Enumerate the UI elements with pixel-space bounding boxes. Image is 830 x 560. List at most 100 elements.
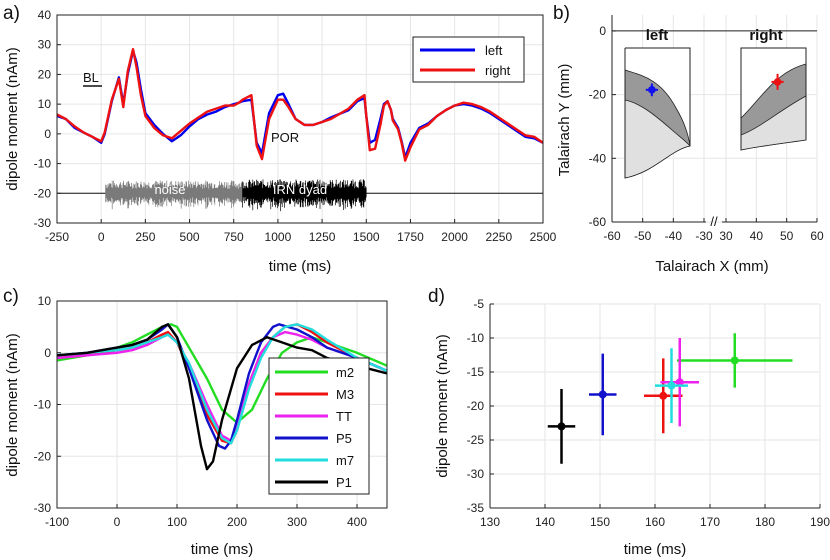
panel-b-ytick-label: -20 <box>589 88 607 102</box>
panel-b-chart: 0 -20 -40 -60-60 -50 -40 -30 30 40 50 60 // left r… <box>556 15 824 275</box>
panel-d-xtick-label: 140 <box>535 515 555 529</box>
panel-d-xlabel: time (ms) <box>624 541 687 558</box>
baseline-label: BL <box>83 70 99 85</box>
point-m2-marker <box>730 356 739 365</box>
series-TT-line <box>56 330 388 442</box>
panel-a-xtick-label: 1500 <box>353 230 380 244</box>
panel-a-ylabel: dipole moment (nAm) <box>4 47 21 190</box>
panel-b-ytick-label: -40 <box>589 151 607 165</box>
panel-c-ytick-label: -10 <box>34 398 52 412</box>
left-hemisphere-title: left <box>646 27 669 44</box>
panel-b-xlabel: Talairach X (mm) <box>655 258 768 275</box>
dipole-left-point <box>648 86 656 94</box>
dipole-right-point <box>773 78 782 86</box>
panel-a-xtick-label: 2000 <box>441 230 468 244</box>
panel-c-xlabel: time (ms) <box>191 541 254 558</box>
panel-d-ytick-label: -15 <box>467 365 485 379</box>
panel-a-xtick-label: 1000 <box>265 230 292 244</box>
panel-b-ytick-label: 0 <box>599 24 606 38</box>
panel-c-xtick-label: 400 <box>347 515 367 529</box>
panel-d-xtick-label: 180 <box>755 515 775 529</box>
panel-a-xtick-label: 2500 <box>530 230 557 244</box>
legend-label-m7: m7 <box>336 453 354 468</box>
panel-c-legend-box <box>268 357 370 495</box>
panel-d-xtick-label: 190 <box>810 515 830 529</box>
panel-a-legend-box <box>412 36 525 83</box>
panel-b-ytick-label: -60 <box>589 215 607 229</box>
legend-label-m2: m2 <box>336 365 354 380</box>
panel-d-xtick-label: 160 <box>645 515 665 529</box>
panel-a-xtick-label: 250 <box>135 230 155 244</box>
panel-a-xtick-label: 1250 <box>309 230 336 244</box>
point-m7-marker <box>667 381 676 390</box>
series-m7-line <box>56 323 388 445</box>
panel-a-xtick-label: 750 <box>224 230 244 244</box>
panel-a-ytick-label: 0 <box>44 127 51 141</box>
panel-c-legend: m2 M3 TT P5 m7 P1 <box>268 357 370 495</box>
panel-a-xtick-label: 0 <box>98 230 105 244</box>
panel-c-ylabel: dipole moment (nAm) <box>4 333 21 476</box>
legend-label-P1: P1 <box>336 475 352 490</box>
panel-c-xtick-label: 300 <box>287 515 307 529</box>
panel-d-ytick-label: -30 <box>467 467 485 481</box>
panel-a-ytick-label: -30 <box>34 216 52 230</box>
panel-d-label: d) <box>428 286 445 307</box>
panel-b-xtick-label: 30 <box>719 229 733 243</box>
axis-break-symbol: // <box>710 214 718 229</box>
panel-c-xtick-label: -100 <box>45 515 69 529</box>
panel-a-legend: left right <box>412 36 525 83</box>
panel-a-ytick-label: -20 <box>34 186 52 200</box>
panel-b-xtick-label: -60 <box>603 229 621 243</box>
panel-a-xtick-label: 2250 <box>485 230 512 244</box>
panel-c-ytick-label: 0 <box>44 346 51 360</box>
left-region-outline <box>624 47 691 178</box>
point-P1-marker <box>557 422 566 431</box>
point-P5-marker <box>598 390 607 399</box>
legend-label-M3: M3 <box>336 387 354 402</box>
panel-c-xtick-label: 100 <box>167 515 187 529</box>
panel-b-ticks: 0 -20 -40 -60-60 -50 -40 -30 30 40 50 60 <box>589 24 824 243</box>
series-P1-line <box>56 323 388 471</box>
panel-d-chart: 130 140 150 160 170 180 190 -35 -30 -25 -20 -15 -10 -… <box>434 297 830 558</box>
panel-d-xtick-label: 170 <box>700 515 720 529</box>
panel-b-xtick-label: -50 <box>634 229 652 243</box>
panel-d-ytick-label: -10 <box>467 331 485 345</box>
panel-a-xtick-label: 1750 <box>397 230 424 244</box>
panel-d-ytick-label: -25 <box>467 433 485 447</box>
por-label: POR <box>271 130 299 145</box>
panel-b-xtick-label: 50 <box>780 229 794 243</box>
legend-label-P5: P5 <box>336 431 352 446</box>
left-region-upper <box>625 48 690 146</box>
panel-a-frame <box>56 14 544 224</box>
left-region-light <box>624 99 691 179</box>
panel-d-points <box>547 333 793 464</box>
panel-a-series <box>56 48 544 162</box>
panel-c-ytick-label: -20 <box>34 449 52 463</box>
panel-b-label: b) <box>553 3 570 24</box>
panel-a-ytick-label: -10 <box>34 157 52 171</box>
irn-dyad-label: IRN dyad <box>273 182 327 197</box>
panel-a-ytick-label: 40 <box>38 8 52 22</box>
right-hemisphere-title: right <box>749 27 782 44</box>
panel-d-ytick-label: -5 <box>473 297 484 311</box>
panel-a-xlabel: time (ms) <box>269 258 332 275</box>
panel-a-ytick-label: 20 <box>38 67 52 81</box>
panel-b-xtick-label: -30 <box>695 229 713 243</box>
panel-c-label: c) <box>3 286 19 307</box>
noise-label: noise <box>154 182 185 197</box>
stimulus-band <box>57 179 543 212</box>
noise-waveform <box>105 180 243 210</box>
irn-dyad-waveform <box>242 179 367 212</box>
panel-d-xtick-label: 150 <box>590 515 610 529</box>
panel-c-series <box>56 323 388 471</box>
legend-label-TT: TT <box>336 409 352 424</box>
panel-b-xtick-label: 40 <box>750 229 764 243</box>
panel-a-xtick-label: -250 <box>45 230 69 244</box>
panel-a-ticks: -250 0 250 500 750 1000 1250 1500 1750 2000 2250 25… <box>34 8 557 244</box>
panel-d-xtick-label: 130 <box>480 515 500 529</box>
panel-c-ytick-label: 10 <box>38 294 52 308</box>
panel-d-ticks: 130 140 150 160 170 180 190 -35 -30 -25 -20 -15 -10 -… <box>467 297 830 529</box>
